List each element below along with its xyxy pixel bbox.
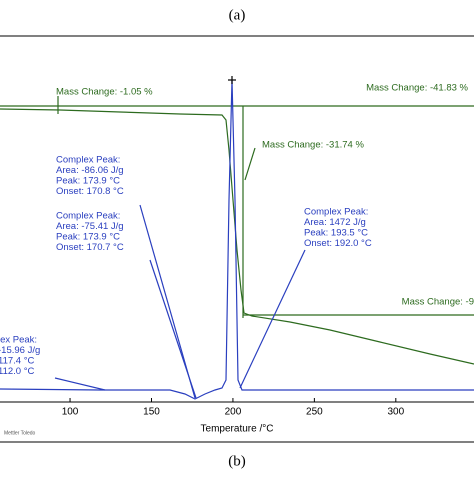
peak-annotation: Complex Peak: bbox=[56, 211, 120, 222]
panel-label: (b) bbox=[228, 453, 246, 469]
peak-annotation: Complex Peak: bbox=[56, 155, 120, 166]
x-tick-label: 100 bbox=[62, 407, 79, 418]
mass-change-label: Mass Change: -9 bbox=[402, 297, 474, 308]
peak-annotation: 117.4 °C bbox=[0, 356, 35, 367]
x-tick-label: 300 bbox=[387, 407, 404, 418]
dsc-curve bbox=[0, 76, 474, 400]
x-tick-label: 250 bbox=[306, 407, 323, 418]
chart-content: 100 150 200 250 300 Mass Change: -1.05 % Mass … bbox=[0, 83, 474, 418]
panel-top-label: (a) bbox=[229, 7, 246, 23]
x-tick-label: 200 bbox=[225, 407, 242, 418]
x-tick-label: 150 bbox=[143, 407, 160, 418]
tg-curve bbox=[0, 96, 474, 365]
peak-annotation: -15.96 J/g bbox=[0, 345, 40, 356]
mass-change-label: Mass Change: -41.83 % bbox=[366, 83, 468, 94]
peak-annotation: Onset: 170.7 °C bbox=[56, 242, 124, 253]
peak-annotation: Complex Peak: bbox=[304, 207, 368, 218]
peak-annotation: Peak: 173.9 °C bbox=[56, 232, 120, 243]
peak-annotation: Peak: 193.5 °C bbox=[304, 228, 368, 239]
peak-annotation: Onset: 192.0 °C bbox=[304, 238, 372, 249]
peak-annotation: Area: -75.41 J/g bbox=[56, 221, 124, 232]
peak-annotation: Area: -86.06 J/g bbox=[56, 165, 124, 176]
mass-change-label: Mass Change: -1.05 % bbox=[56, 87, 153, 98]
peak-annotation: Area: 1472 J/g bbox=[304, 217, 366, 228]
peak-annotation: Peak: 173.9 °C bbox=[56, 176, 120, 187]
peak-annotation: Onset: 170.8 °C bbox=[56, 186, 124, 197]
mass-change-label: Mass Change: -31.74 % bbox=[262, 140, 364, 151]
peak-annotation: lex Peak: bbox=[0, 335, 37, 346]
footer: Mettler Toledo bbox=[4, 430, 36, 436]
peak-annotation: 112.0 °C bbox=[0, 366, 35, 377]
x-axis-label: Temperature /°C bbox=[201, 424, 274, 435]
